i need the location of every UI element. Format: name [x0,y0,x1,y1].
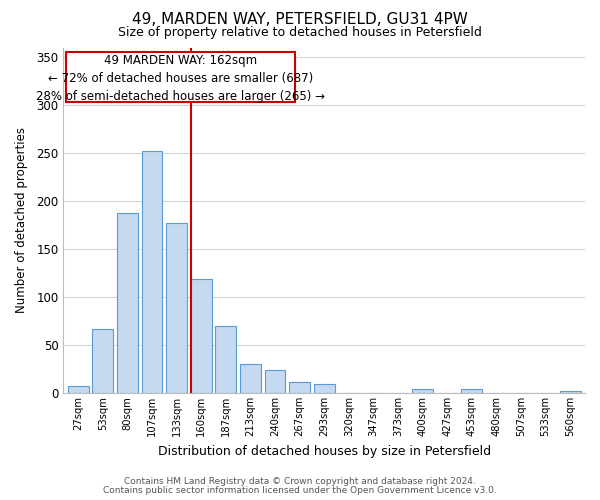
Bar [68,386,89,393]
Text: 49, MARDEN WAY, PETERSFIELD, GU31 4PW: 49, MARDEN WAY, PETERSFIELD, GU31 4PW [132,12,468,28]
Bar [142,151,163,393]
Bar [461,389,482,393]
Bar [92,328,113,393]
Bar [560,391,581,393]
Text: Contains HM Land Registry data © Crown copyright and database right 2024.: Contains HM Land Registry data © Crown c… [124,477,476,486]
Bar [66,52,295,102]
X-axis label: Distribution of detached houses by size in Petersfield: Distribution of detached houses by size … [158,444,491,458]
Bar [215,326,236,393]
Bar [166,223,187,393]
Text: Size of property relative to detached houses in Petersfield: Size of property relative to detached ho… [118,26,482,39]
Bar [314,384,335,393]
Y-axis label: Number of detached properties: Number of detached properties [15,128,28,314]
Bar [191,279,212,393]
Bar [412,389,433,393]
Text: Contains public sector information licensed under the Open Government Licence v3: Contains public sector information licen… [103,486,497,495]
Bar [265,370,286,393]
Bar [240,364,261,393]
Text: 49 MARDEN WAY: 162sqm
← 72% of detached houses are smaller (687)
28% of semi-det: 49 MARDEN WAY: 162sqm ← 72% of detached … [36,54,325,103]
Bar [117,212,138,393]
Bar [289,382,310,393]
